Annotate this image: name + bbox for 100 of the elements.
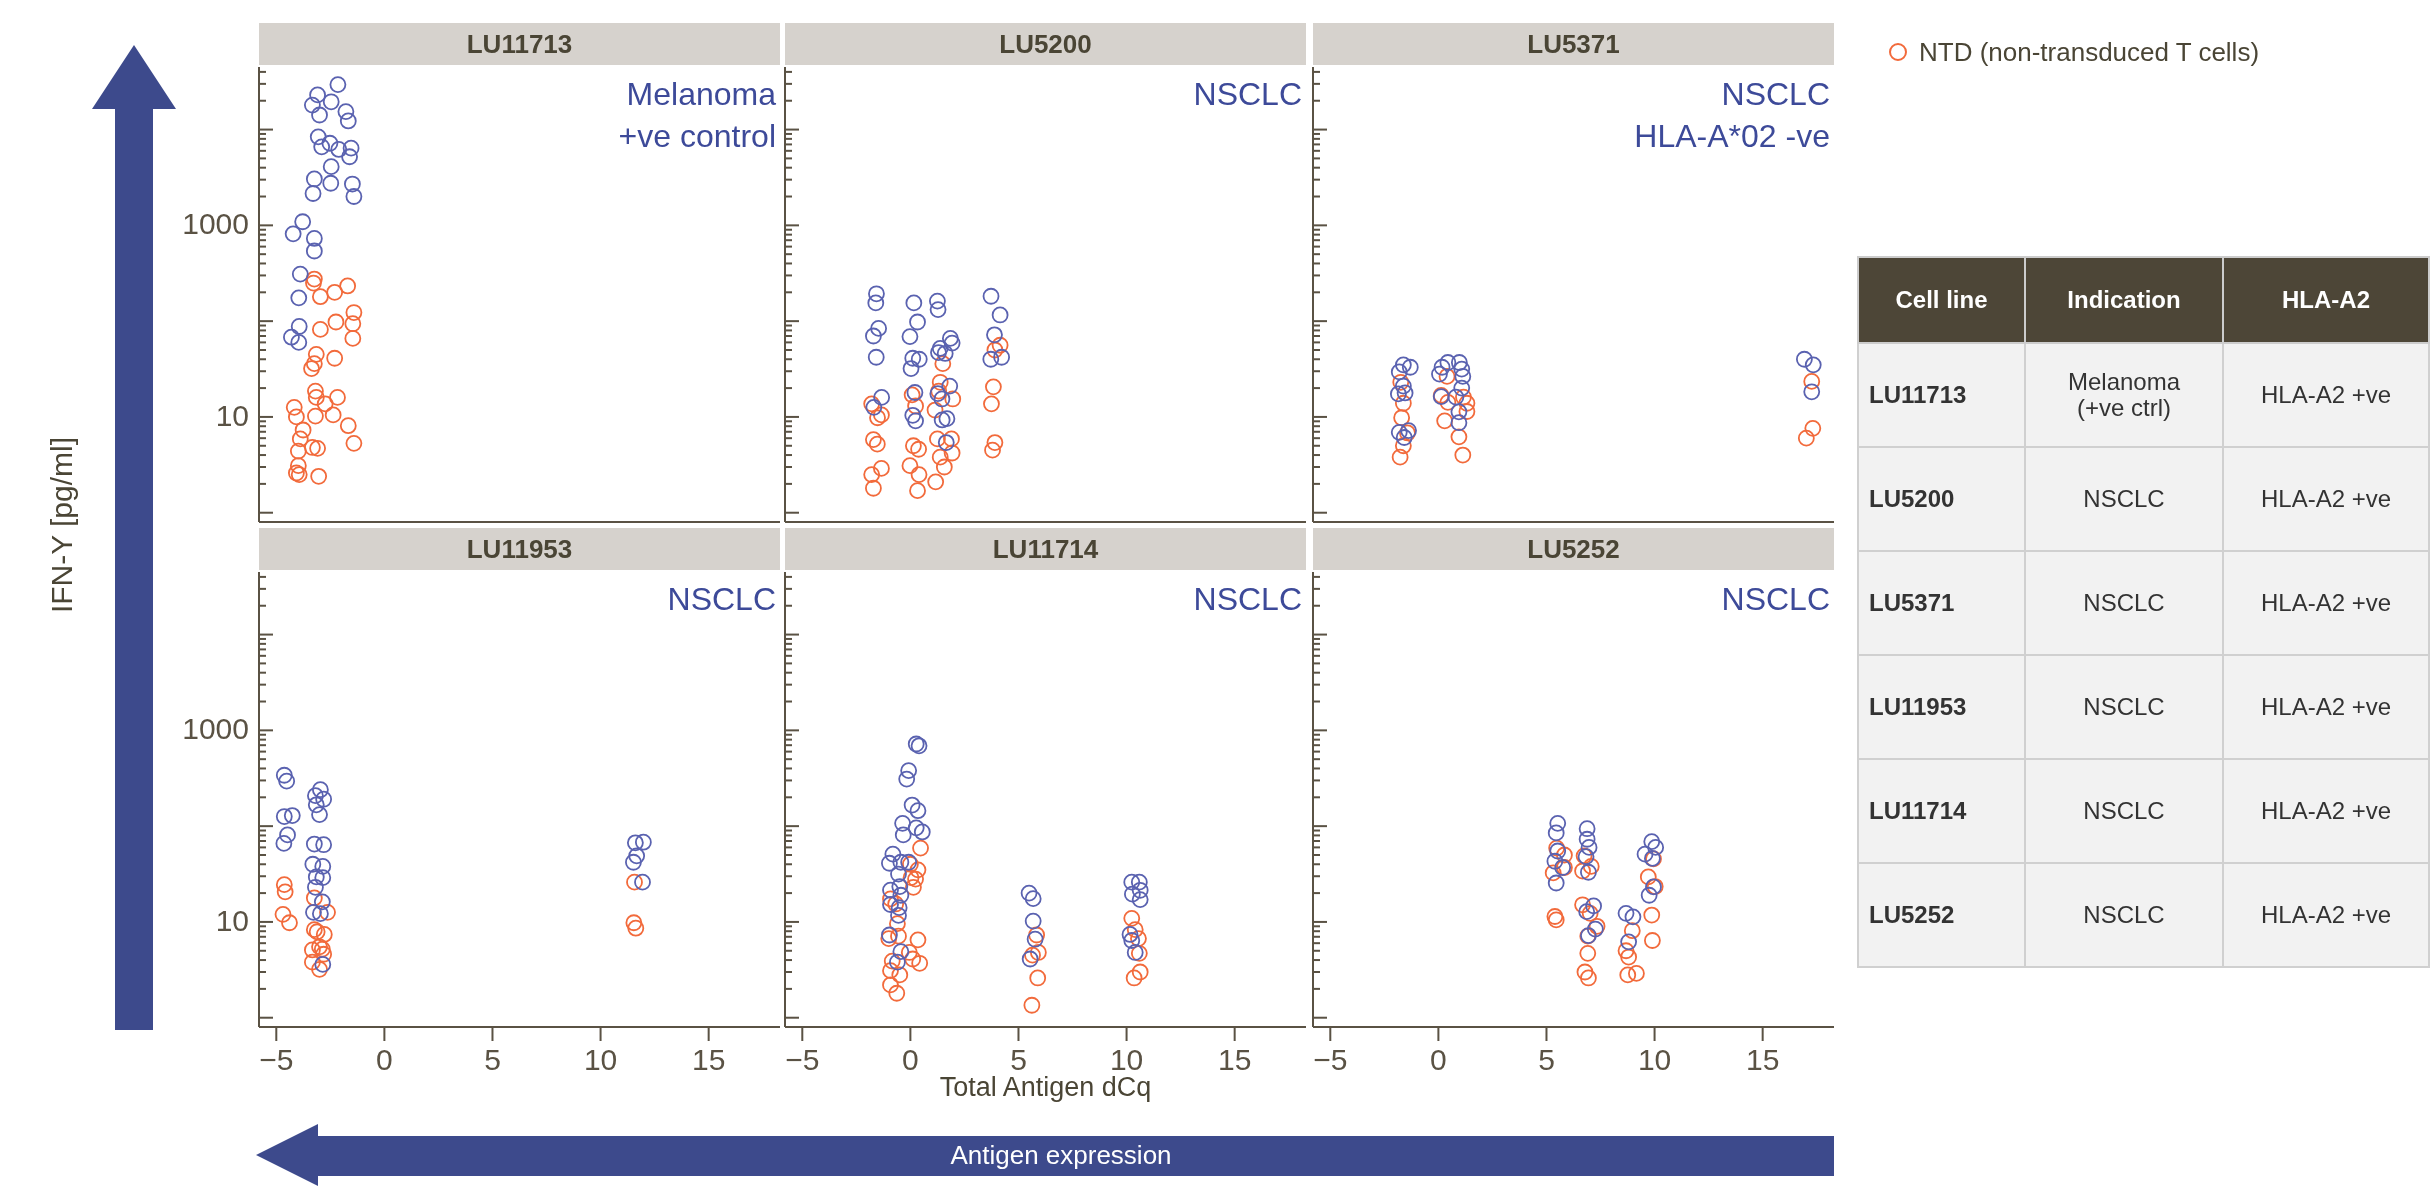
point [279,826,296,844]
point [339,277,357,295]
point [865,479,882,497]
point [873,388,891,406]
point [934,355,952,373]
point [1574,896,1591,914]
point [1447,388,1465,406]
point [345,434,363,452]
point [1123,873,1141,891]
point [304,96,321,114]
point [1585,897,1603,915]
point [901,457,919,475]
point [933,390,951,408]
x-tick-label: 5 [1538,1043,1555,1076]
point [904,349,922,367]
point [1579,944,1597,962]
point [1803,383,1821,401]
point [890,899,908,917]
x-tick-label: 15 [1745,1043,1780,1076]
point [900,762,918,780]
point [311,806,328,823]
point [1643,906,1661,924]
point [892,886,910,904]
point [1624,908,1642,926]
point [294,421,312,439]
x-tick-label: −5 [785,1043,820,1076]
point [884,845,902,863]
point [339,112,357,130]
point [890,927,907,945]
category-label: Indication [2025,257,2223,343]
point [936,345,954,362]
point [305,242,323,260]
point [1028,926,1046,944]
text: LU5371 [1869,589,1955,616]
chart-title: LU11953 [259,528,780,570]
point [276,883,294,901]
point [313,893,331,911]
text: NSCLC [2083,693,2165,720]
point [1391,448,1409,466]
point [1131,891,1149,909]
point [865,431,882,448]
point [627,919,645,937]
point [309,128,327,146]
point [1436,412,1454,430]
text: LU11953 [1869,693,1967,720]
point [311,106,328,124]
point [889,915,906,933]
point [882,896,899,913]
point [937,434,955,451]
point [290,333,308,351]
point [890,907,907,924]
point [634,873,651,891]
x-tick-label: 10 [583,1043,618,1076]
text: Antigen expression [950,1139,1172,1171]
text: NSCLC [2083,485,2165,512]
text: HLA-A2 +ve [2260,485,2392,512]
point [991,336,1009,354]
point [326,349,344,367]
point [1029,944,1047,961]
point [907,870,924,888]
point [907,397,924,415]
point [863,466,881,483]
point [991,306,1009,324]
point [1546,908,1564,925]
point [944,390,962,408]
chart-title: LU5200 [785,23,1306,65]
point [1639,868,1657,886]
x-tick-label: 0 [902,1043,919,1076]
point [889,953,906,971]
text: LU5200 [1869,485,1955,512]
point [1647,838,1665,856]
point [281,914,298,932]
point [1640,886,1658,904]
point [339,417,357,435]
point [1617,904,1635,922]
point [1433,358,1451,376]
point [891,878,909,895]
point [868,285,885,303]
point [305,903,322,921]
x-tick-label: 0 [1430,1043,1447,1076]
point [888,984,906,1002]
point [1547,824,1565,842]
point [275,876,293,894]
point [315,836,333,854]
point [1130,930,1147,947]
point [283,328,300,346]
point [891,966,909,984]
point [1455,388,1472,406]
point [1544,864,1562,882]
point [882,976,899,994]
point [902,360,920,377]
point [1620,933,1638,951]
point [909,802,927,820]
point [894,814,911,832]
point [943,334,961,352]
point [1797,429,1815,447]
point [275,835,293,852]
point [929,430,946,448]
point [1450,354,1468,371]
point [628,847,646,865]
